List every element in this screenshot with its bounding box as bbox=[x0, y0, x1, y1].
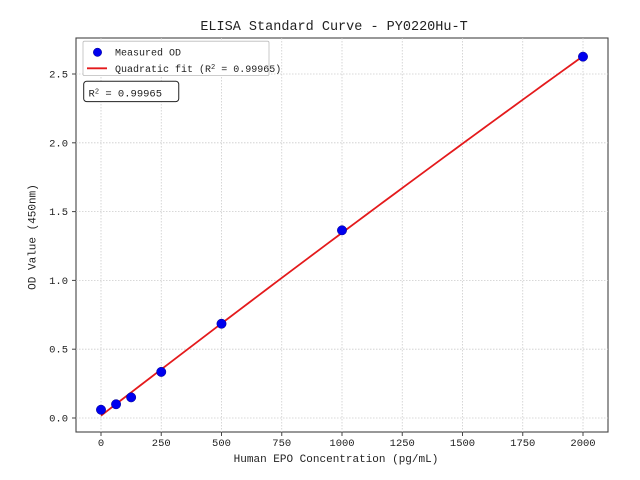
svg-text:500: 500 bbox=[212, 438, 231, 450]
svg-text:2.0: 2.0 bbox=[49, 138, 68, 150]
svg-text:2.5: 2.5 bbox=[49, 70, 68, 82]
svg-text:0: 0 bbox=[98, 438, 104, 450]
svg-text:750: 750 bbox=[272, 438, 291, 450]
svg-text:1500: 1500 bbox=[450, 438, 475, 450]
svg-text:2000: 2000 bbox=[570, 438, 595, 450]
svg-text:250: 250 bbox=[152, 438, 171, 450]
svg-text:Quadratic fit (R2 = 0.99965): Quadratic fit (R2 = 0.99965) bbox=[115, 64, 281, 76]
svg-text:OD Value (450nm): OD Value (450nm) bbox=[28, 184, 40, 290]
svg-text:1750: 1750 bbox=[510, 438, 535, 450]
svg-text:1250: 1250 bbox=[390, 438, 415, 450]
svg-text:Measured OD: Measured OD bbox=[115, 47, 181, 59]
svg-text:1000: 1000 bbox=[329, 438, 354, 450]
svg-text:ELISA Standard Curve - PY0220H: ELISA Standard Curve - PY0220Hu-T bbox=[200, 20, 467, 35]
svg-text:0.5: 0.5 bbox=[49, 345, 68, 357]
svg-text:0.0: 0.0 bbox=[49, 414, 68, 426]
svg-text:Human EPO Concentration (pg/mL: Human EPO Concentration (pg/mL) bbox=[234, 454, 439, 466]
svg-text:1.5: 1.5 bbox=[49, 207, 68, 219]
svg-text:R2 = 0.99965: R2 = 0.99965 bbox=[89, 89, 163, 101]
svg-text:1.0: 1.0 bbox=[49, 276, 68, 288]
